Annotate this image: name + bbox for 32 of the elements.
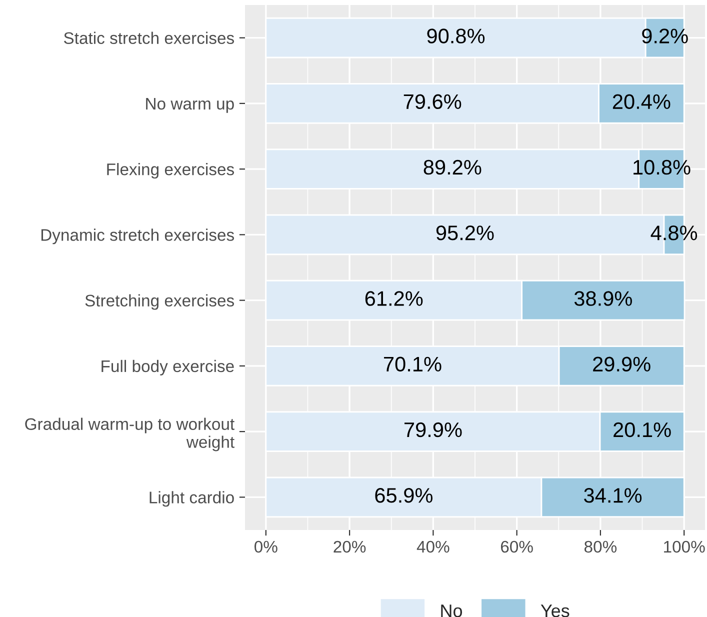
- data-label: 29.9%: [593, 356, 650, 372]
- data-label: 9.2%: [642, 28, 688, 44]
- data-label: 79.6%: [404, 94, 462, 110]
- x-tick-label: 0%: [254, 540, 278, 553]
- legend-label: Yes: [540, 604, 570, 617]
- x-tick-label: 100%: [664, 540, 705, 553]
- data-label: 4.8%: [650, 226, 698, 240]
- data-label: 95.2%: [436, 226, 494, 240]
- y-tick-label: Flexing exercises: [107, 163, 234, 179]
- legend-label: No: [441, 604, 462, 617]
- x-tick-label: 20%: [334, 540, 366, 553]
- data-label: 65.9%: [375, 488, 432, 503]
- data-label: 20.1%: [614, 422, 671, 438]
- data-label: 61.2%: [365, 291, 423, 306]
- y-tick-label: No warm up: [146, 98, 234, 113]
- y-tick-label: Light cardio: [150, 491, 234, 507]
- data-label: 38.9%: [574, 291, 632, 306]
- data-label: 79.9%: [404, 422, 462, 438]
- data-label: 90.8%: [427, 28, 485, 44]
- data-label: 10.8%: [634, 160, 690, 175]
- data-label: 70.1%: [384, 356, 442, 372]
- y-tick-label: Static stretch exercises: [64, 32, 234, 44]
- y-tick-label: Full body exercise: [102, 360, 234, 376]
- y-tick-label: Stretching exercises: [85, 294, 234, 310]
- x-tick-label: 80%: [584, 540, 617, 553]
- data-label: 34.1%: [584, 488, 642, 503]
- x-tick-label: 60%: [500, 540, 533, 553]
- y-tick-label: Gradual warm-up to workout weight: [25, 418, 234, 452]
- y-tick-label: Dynamic stretch exercises: [41, 228, 234, 244]
- data-label: 89.2%: [424, 160, 482, 175]
- x-tick-label: 40%: [416, 540, 450, 553]
- data-label: 20.4%: [612, 94, 670, 110]
